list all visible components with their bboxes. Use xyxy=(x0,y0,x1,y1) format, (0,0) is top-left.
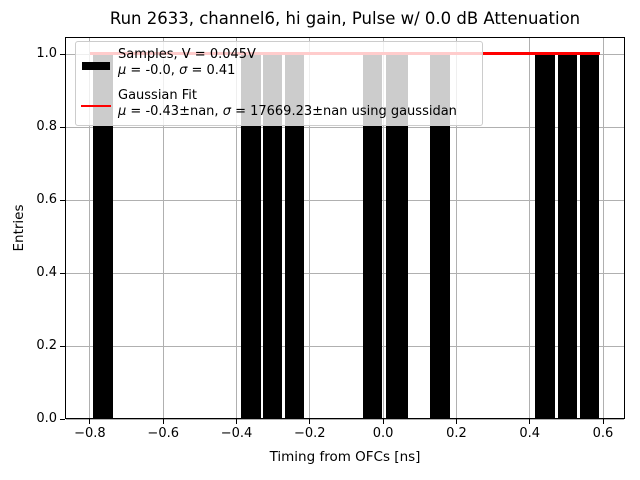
legend-fit-line2: μ = -0.43±nan, σ = 17669.23±nan using ga… xyxy=(118,104,457,119)
y-gridline xyxy=(66,345,624,347)
legend-entry-samples: Samples, V = 0.045V μ = -0.0, σ = 0.41 xyxy=(80,47,475,79)
x-tick-label: −0.6 xyxy=(147,426,179,441)
y-tick-mark xyxy=(60,418,65,420)
gaussian-fit-swatch xyxy=(80,88,112,107)
y-tick-mark xyxy=(60,126,65,128)
y-gridline xyxy=(66,418,624,420)
x-axis-label: Timing from OFCs [ns] xyxy=(269,449,421,465)
x-tick-label: 0.6 xyxy=(592,426,614,441)
histogram-bar xyxy=(93,54,113,419)
legend: Samples, V = 0.045V μ = -0.0, σ = 0.41 G… xyxy=(75,41,483,126)
x-tick-label: −0.8 xyxy=(74,426,106,441)
histogram-bar xyxy=(557,54,578,419)
y-tick-mark xyxy=(60,345,65,347)
x-gridline xyxy=(89,38,91,418)
histogram-swatch xyxy=(80,47,112,70)
x-tick-mark xyxy=(89,419,91,424)
y-tick-mark xyxy=(60,53,65,55)
x-tick-mark xyxy=(309,419,311,424)
x-tick-label: 0.2 xyxy=(446,426,467,441)
y-tick-label: 0.4 xyxy=(36,265,57,281)
x-tick-mark xyxy=(162,419,164,424)
legend-entry-gaussian-fit: Gaussian Fit μ = -0.43±nan, σ = 17669.23… xyxy=(80,88,475,120)
legend-samples-line2: μ = -0.0, σ = 0.41 xyxy=(118,63,236,78)
x-tick-mark xyxy=(455,419,457,424)
y-tick-label: 0.6 xyxy=(36,192,57,208)
legend-fit-line1: Gaussian Fit xyxy=(118,88,198,103)
y-gridline xyxy=(66,272,624,274)
x-gridline xyxy=(382,38,384,418)
histogram-bar xyxy=(534,54,555,419)
histogram-bar xyxy=(579,54,599,419)
x-tick-mark xyxy=(236,419,238,424)
histogram-bar xyxy=(429,54,450,419)
x-gridline xyxy=(529,38,531,418)
x-gridline xyxy=(309,38,311,418)
x-tick-mark xyxy=(602,419,604,424)
legend-text-samples: Samples, V = 0.045V μ = -0.0, σ = 0.41 xyxy=(118,47,256,79)
legend-samples-line1: Samples, V = 0.045V xyxy=(118,47,256,62)
y-tick-label: 0.8 xyxy=(36,119,57,135)
x-gridline xyxy=(236,38,238,418)
x-gridline xyxy=(162,38,164,418)
y-tick-mark xyxy=(60,272,65,274)
y-gridline xyxy=(66,199,624,201)
x-tick-label: 0.0 xyxy=(372,426,394,441)
histogram-bar xyxy=(240,54,261,419)
legend-text-gaussian-fit: Gaussian Fit μ = -0.43±nan, σ = 17669.23… xyxy=(118,88,457,120)
y-axis-label: Entries xyxy=(11,204,27,252)
histogram-bar xyxy=(263,54,283,419)
y-tick-label: 0.2 xyxy=(36,338,57,354)
x-tick-label: −0.4 xyxy=(220,426,253,441)
x-gridline xyxy=(602,38,604,418)
x-tick-label: 0.4 xyxy=(519,426,541,441)
x-tick-mark xyxy=(382,419,384,424)
x-tick-label: −0.2 xyxy=(294,426,326,441)
x-tick-mark xyxy=(529,419,531,424)
histogram-bar xyxy=(362,54,383,419)
chart-title: Run 2633, channel6, hi gain, Pulse w/ 0.… xyxy=(109,9,581,28)
histogram-bar xyxy=(386,54,408,419)
x-gridline xyxy=(455,38,457,418)
y-tick-mark xyxy=(60,199,65,201)
histogram-bar xyxy=(284,54,304,419)
y-tick-label: 0.0 xyxy=(36,411,57,426)
y-tick-label: 1.0 xyxy=(36,46,57,62)
y-gridline xyxy=(66,126,624,128)
